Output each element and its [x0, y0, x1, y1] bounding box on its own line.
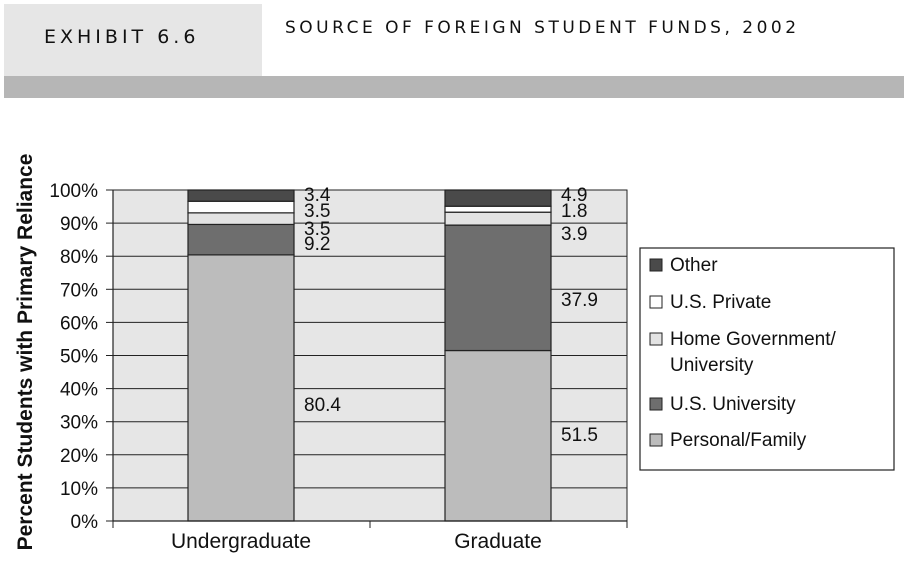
legend-swatch — [649, 433, 663, 447]
y-tick-label: 90% — [60, 214, 98, 235]
exhibit-header: EXHIBIT 6.6 SOURCE OF FOREIGN STUDENT FU… — [0, 0, 910, 76]
header-rule — [4, 76, 904, 98]
bar-segment-graduate-other — [444, 189, 552, 207]
bar-segment-undergraduate-u-s-private — [187, 200, 295, 214]
data-label: 51.5 — [561, 425, 598, 446]
data-label-bg — [300, 395, 352, 415]
legend-label: U.S. Private — [670, 292, 771, 313]
bar-segment-graduate-u-s-university — [444, 224, 552, 352]
bar-segment-undergraduate-personal-family — [187, 254, 295, 522]
data-label-bg — [557, 290, 609, 310]
y-axis: 0% 10% 20% 30% 40% 50% 60% 70% 80% 90% 100% — [49, 181, 114, 533]
exhibit-label-box: EXHIBIT 6.6 — [4, 4, 262, 76]
y-tick-label: 100% — [49, 181, 98, 202]
legend-swatch — [649, 295, 663, 309]
y-tick-label: 40% — [60, 380, 98, 401]
legend-label: Personal/Family — [670, 430, 807, 451]
data-labels: 80.49.23.53.53.451.537.93.91.84.9 — [300, 185, 609, 446]
x-tick-label: Undergraduate — [171, 530, 311, 553]
y-tick-label: 30% — [60, 413, 98, 434]
data-label: 3.9 — [561, 224, 587, 245]
y-tick-label: 80% — [60, 247, 98, 268]
data-label: 3.5 — [304, 201, 330, 222]
data-label: 4.9 — [561, 185, 587, 206]
legend-box — [639, 247, 895, 471]
y-axis-label: Percent Students with Primary Reliance — [14, 154, 37, 551]
data-label-bg — [557, 224, 598, 244]
data-label: 80.4 — [304, 395, 341, 416]
legend-swatch — [649, 332, 663, 346]
exhibit-number: EXHIBIT 6.6 — [44, 26, 200, 48]
legend-label: U.S. University — [670, 394, 796, 415]
legend-label: Home Government/University — [670, 329, 837, 376]
y-tick-label: 20% — [60, 446, 98, 467]
data-label-bg — [557, 425, 609, 445]
data-label: 1.8 — [561, 201, 587, 222]
exhibit-title: SOURCE OF FOREIGN STUDENT FUNDS, 2002 — [285, 18, 800, 38]
data-label: 3.5 — [304, 219, 330, 240]
bar-segment-undergraduate-home-government-university — [187, 212, 295, 226]
data-label: 3.4 — [304, 185, 331, 206]
y-tick-label: 60% — [60, 313, 98, 334]
y-tick-label: 70% — [60, 280, 98, 301]
legend-swatch — [649, 258, 663, 272]
bar-segment-undergraduate-u-s-university — [187, 223, 295, 256]
bar-segment-graduate-home-government-university — [444, 211, 552, 226]
legend-label: Other — [670, 255, 718, 276]
x-tick-label: Graduate — [454, 530, 542, 553]
bar-segment-graduate-u-s-private — [444, 205, 552, 213]
y-tick-label: 0% — [71, 512, 99, 533]
x-axis: Undergraduate Graduate — [112, 520, 628, 553]
y-tick-label: 10% — [60, 479, 98, 500]
bar-segment-graduate-personal-family — [444, 349, 552, 522]
y-tick-label: 50% — [60, 347, 98, 368]
legend-swatch — [649, 397, 663, 411]
data-label: 9.2 — [304, 234, 330, 255]
bar-segment-undergraduate-other — [187, 189, 295, 202]
data-label: 37.9 — [561, 290, 598, 311]
bar-stacks — [187, 189, 552, 522]
legend: Other U.S. Private Home Government/Univers… — [639, 247, 895, 471]
